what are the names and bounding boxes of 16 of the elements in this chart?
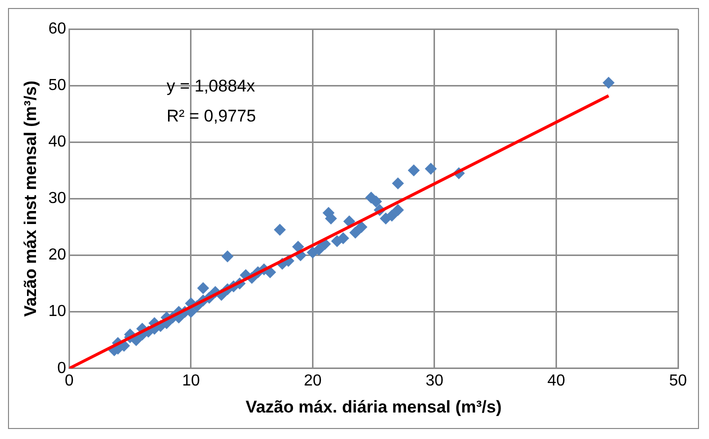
y-tick-label: 20 <box>48 246 66 264</box>
x-tick-label: 40 <box>547 372 566 390</box>
x-tick-label: 30 <box>426 372 444 390</box>
y-tick-label: 10 <box>48 303 66 320</box>
y-tick-label: 40 <box>48 134 66 151</box>
y-tick-label: 0 <box>57 360 66 377</box>
x-tick-label: 10 <box>182 372 200 390</box>
x-axis-title: Vazão máx. diária mensal (m³/s) <box>246 397 502 416</box>
x-tick-label: 20 <box>304 372 322 390</box>
x-tick-label: 50 <box>669 372 687 390</box>
y-axis-title: Vazão máx inst mensal (m³/s) <box>20 80 40 317</box>
y-tick-label: 60 <box>48 20 66 38</box>
annotation: R² = 0,9775 <box>166 106 256 126</box>
y-tick-label: 50 <box>48 76 66 94</box>
annotation: y = 1,0884x <box>166 76 256 96</box>
y-tick-label: 30 <box>48 190 66 208</box>
